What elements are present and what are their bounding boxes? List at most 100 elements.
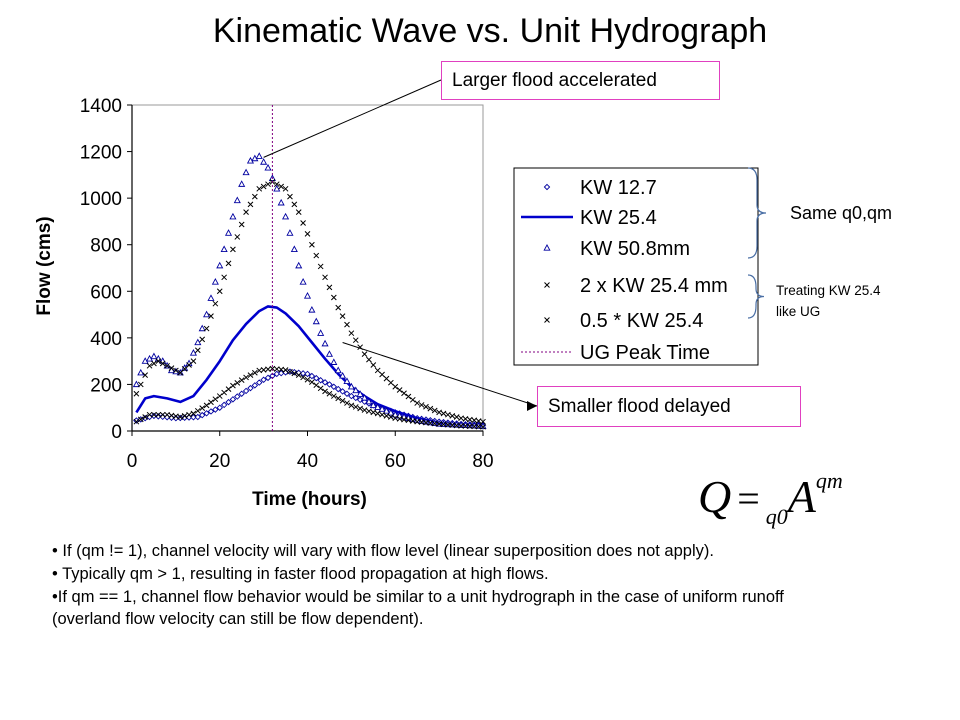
series-point — [387, 408, 395, 416]
series-point — [366, 356, 372, 363]
series-point — [225, 260, 232, 267]
series-point — [208, 313, 214, 319]
series-point — [133, 390, 140, 397]
series-point — [295, 261, 303, 269]
series-point — [295, 209, 302, 215]
y-axis-label: Flow (cms) — [34, 216, 55, 315]
brace-label-treating: Treating KW 25.4 like UG — [776, 280, 881, 322]
callout-bottom-leader — [342, 342, 538, 407]
series-point — [150, 352, 158, 360]
series-point — [164, 411, 170, 418]
series-point — [326, 284, 333, 291]
series-point — [265, 181, 271, 188]
series-point — [264, 374, 272, 382]
series-point — [369, 401, 377, 409]
series-point — [308, 372, 316, 380]
series-point — [401, 390, 407, 397]
series-point — [330, 358, 338, 365]
series-point — [287, 368, 293, 375]
y-tick-label: 1400 — [80, 96, 122, 117]
series-point — [216, 404, 223, 411]
series-point — [466, 423, 473, 430]
series-point — [256, 185, 263, 192]
series-point — [133, 418, 140, 425]
series-0 — [133, 368, 487, 429]
series-point — [330, 294, 337, 301]
series-point — [344, 321, 350, 328]
series-point — [265, 366, 271, 373]
series-point — [132, 380, 140, 388]
series-point — [343, 390, 351, 397]
series-point — [203, 325, 210, 332]
series-point — [194, 407, 201, 414]
series-point — [309, 379, 315, 385]
series-point — [348, 330, 355, 337]
series-point — [409, 418, 416, 424]
series-point — [203, 310, 211, 318]
series-point — [313, 382, 320, 389]
series-point — [423, 403, 429, 410]
series-point — [234, 380, 241, 386]
series-point — [251, 382, 259, 389]
legend-item: 0.5 * KW 25.4 — [544, 310, 703, 332]
series-point — [335, 304, 342, 311]
series-point — [383, 375, 390, 382]
series-point — [335, 395, 342, 402]
series-point — [344, 400, 350, 406]
series-point — [251, 193, 258, 200]
series-point — [238, 180, 246, 187]
series-point — [352, 337, 359, 344]
series-point — [322, 274, 328, 281]
series-point — [409, 396, 416, 403]
series-point — [383, 413, 390, 419]
x-tick-label: 40 — [297, 451, 318, 472]
series-point — [321, 379, 329, 386]
series-point — [330, 393, 337, 399]
series-point — [137, 381, 144, 388]
series-point — [242, 168, 250, 176]
series-point — [392, 415, 399, 422]
series-point — [198, 411, 206, 419]
series-point — [225, 398, 232, 406]
series-point — [190, 414, 197, 421]
series-point — [304, 230, 311, 237]
series-point — [146, 411, 153, 418]
series-point — [325, 350, 333, 357]
bullet-item: • If (qm != 1), channel velocity will va… — [52, 542, 714, 560]
formula-qm: qm — [815, 468, 843, 493]
series-point — [388, 379, 394, 386]
series-point — [177, 414, 184, 420]
series-point — [208, 399, 214, 406]
series-point — [194, 413, 202, 421]
series-point — [365, 397, 373, 405]
series-point — [321, 339, 329, 347]
series-point — [247, 384, 254, 392]
series-point — [312, 317, 320, 325]
series-point — [418, 402, 425, 408]
y-tick-label: 1200 — [80, 143, 122, 164]
x-tick-label: 60 — [385, 451, 406, 472]
series-point — [449, 413, 456, 419]
series-point — [199, 405, 206, 411]
series-point — [317, 377, 324, 384]
series-point — [356, 390, 364, 397]
series-point — [190, 410, 197, 417]
series-point — [471, 417, 478, 424]
legend-label: UG Peak Time — [580, 342, 710, 364]
series-point — [357, 405, 364, 412]
series-point — [414, 400, 421, 406]
series-point — [466, 416, 473, 423]
series-point — [168, 365, 175, 371]
series-point — [229, 212, 237, 220]
series-point — [243, 374, 249, 381]
legend-label: 2 x KW 25.4 mm — [580, 275, 728, 297]
series-point — [291, 201, 298, 208]
series-line-kw-25-4 — [135, 305, 484, 428]
series-point — [326, 390, 333, 397]
series-point — [260, 376, 267, 384]
series-point — [194, 338, 202, 346]
series-point — [194, 347, 201, 354]
series-point — [238, 377, 245, 384]
series-point — [234, 393, 241, 400]
